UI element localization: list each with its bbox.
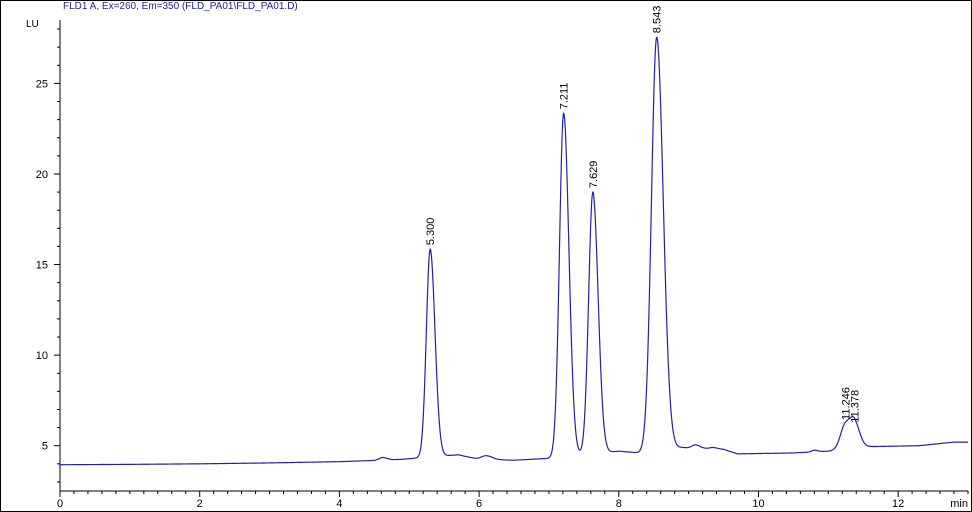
tick-marks (54, 28, 969, 497)
peak-label: 5.300 (425, 218, 437, 246)
x-axis-unit-label: min (950, 498, 968, 510)
x-tick-label: 10 (752, 498, 764, 510)
y-axis-label: LU (26, 19, 39, 30)
y-tick-label: 15 (36, 260, 48, 272)
peak-label: 11.378 (850, 390, 862, 423)
x-tick-label: 12 (892, 498, 904, 510)
peak-label: 7.211 (559, 83, 571, 110)
axes (59, 20, 968, 492)
chart-title: FLD1 A, Ex=260, Em=350 (FLD_PA01\FLD_PA0… (63, 1, 298, 12)
y-tick-label: 5 (42, 441, 48, 453)
y-tick-label: 20 (36, 169, 48, 181)
x-tick-label: 2 (197, 498, 203, 510)
peak-label: 11.246 (840, 387, 852, 420)
peak-label: 8.543 (652, 6, 664, 34)
x-tick-label: 8 (616, 498, 622, 510)
peak-label: 7.629 (588, 161, 600, 189)
signal-trace (60, 36, 968, 466)
y-tick-label: 10 (36, 350, 48, 362)
y-tick-label: 25 (36, 78, 48, 90)
x-tick-label: 6 (476, 498, 482, 510)
x-tick-label: 0 (57, 498, 63, 510)
x-tick-label: 4 (336, 498, 342, 510)
tick-labels: 0 2 4 6 8 10 12 5 10 15 20 25 (36, 78, 905, 510)
